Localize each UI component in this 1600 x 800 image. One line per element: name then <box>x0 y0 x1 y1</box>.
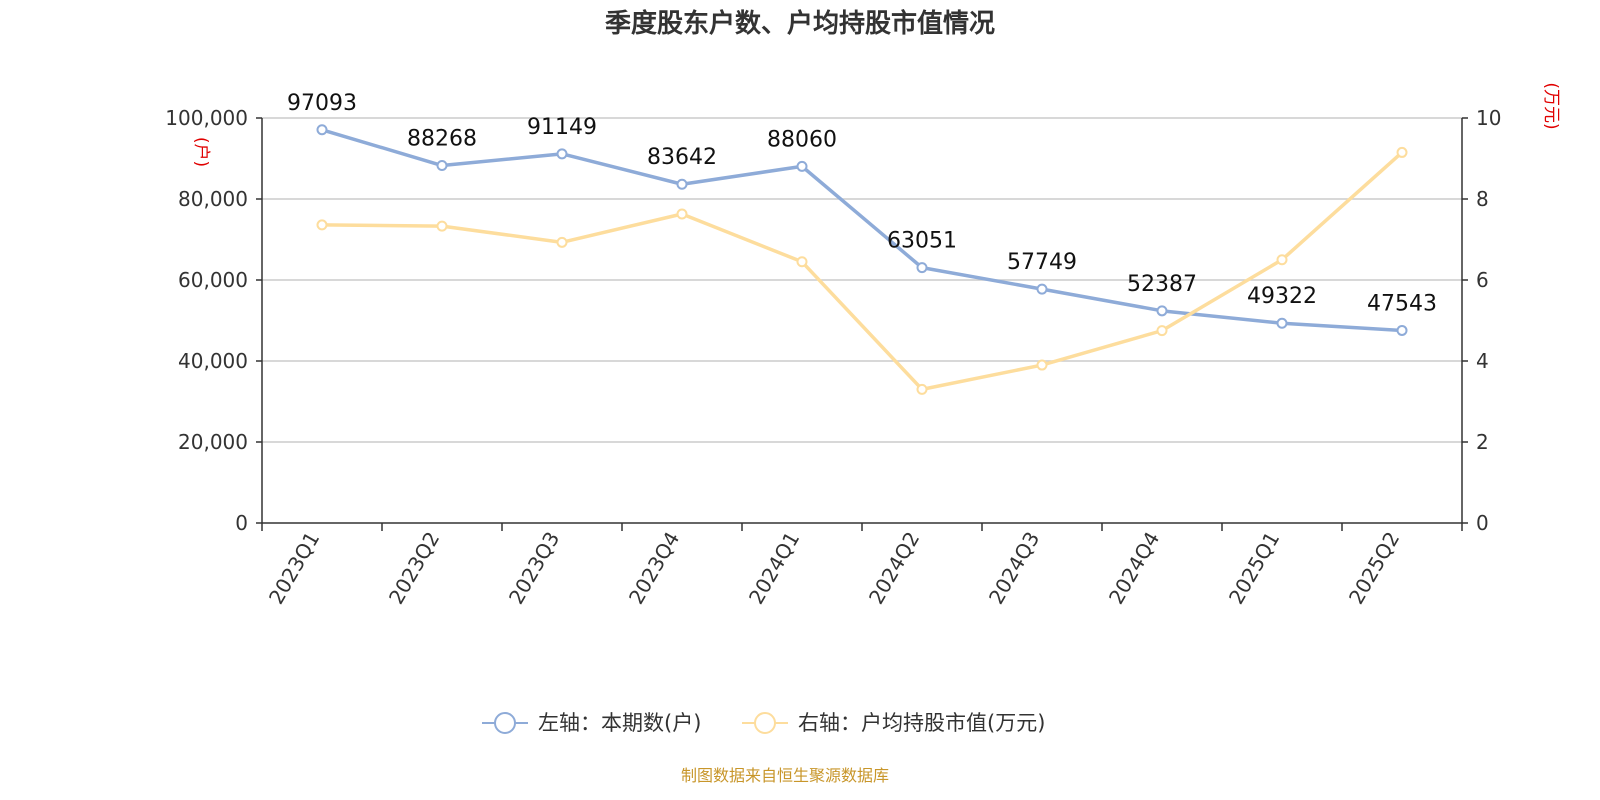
right-axis-unit: (万元) <box>1541 82 1561 129</box>
x-axis-tick-label: 2025Q2 <box>1344 528 1404 609</box>
data-point-avg-value <box>556 236 568 248</box>
data-label-households: 49322 <box>1247 284 1317 309</box>
left-axis-tick-label: 100,000 <box>165 106 248 130</box>
data-point-households <box>1396 324 1408 336</box>
right-axis-tick-label: 8 <box>1476 187 1489 211</box>
x-axis-tick-label: 2023Q2 <box>384 528 444 609</box>
x-axis-tick-label: 2023Q3 <box>504 528 564 609</box>
series-line-avg-value <box>321 151 1404 392</box>
data-label-households: 63051 <box>887 229 957 254</box>
data-label-households: 83642 <box>647 145 717 170</box>
data-point-avg-value <box>1036 359 1048 371</box>
data-label-households: 47543 <box>1367 291 1437 316</box>
legend: 左轴：本期数(户) 右轴：户均持股市值(万元) <box>482 711 1045 735</box>
left-axis-tick-label: 80,000 <box>178 187 248 211</box>
data-point-avg-value <box>436 220 448 232</box>
left-axis-tick-label: 40,000 <box>178 349 248 373</box>
data-point-households <box>796 160 808 172</box>
x-axis-tick-label: 2024Q4 <box>1104 528 1164 609</box>
data-point-avg-value <box>796 256 808 268</box>
legend-marker-households <box>494 712 516 734</box>
data-point-avg-value <box>676 208 688 220</box>
data-point-households <box>1276 317 1288 329</box>
data-point-avg-value <box>916 383 928 395</box>
source-note: 制图数据来自恒生聚源数据库 <box>681 766 889 785</box>
data-point-avg-value <box>1276 254 1288 266</box>
data-point-avg-value <box>1156 325 1168 337</box>
x-axis-tick-label: 2023Q1 <box>264 528 324 609</box>
left-axis-tick-label: 20,000 <box>178 430 248 454</box>
data-label-households: 88268 <box>407 127 477 152</box>
data-point-households <box>316 124 328 136</box>
legend-marker-avg-value <box>754 712 776 734</box>
data-point-households <box>556 148 568 160</box>
series-line-households <box>321 128 1403 333</box>
data-point-households <box>1036 283 1048 295</box>
left-axis-tick-label: 0 <box>235 511 248 535</box>
data-labels: 97093 88268 91149 83642 88060 63051 57749 52387… <box>287 91 1437 317</box>
x-axis-tick-label: 2024Q2 <box>864 528 924 609</box>
right-axis-tick-label: 2 <box>1476 430 1489 454</box>
data-point-households <box>916 262 928 274</box>
data-point-avg-value <box>316 219 328 231</box>
data-label-households: 88060 <box>767 127 837 152</box>
x-axis-tick-label: 2023Q4 <box>624 528 684 609</box>
data-label-households: 52387 <box>1127 272 1197 297</box>
right-axis-tick-label: 4 <box>1476 349 1489 373</box>
x-axis-tick-label: 2024Q3 <box>984 528 1044 609</box>
x-axis-tick-label: 2024Q1 <box>744 528 804 609</box>
grid-lines <box>262 117 1462 443</box>
right-axis-tick-label: 0 <box>1476 511 1489 535</box>
data-point-households <box>676 178 688 190</box>
data-label-households: 97093 <box>287 91 357 116</box>
series-group <box>316 124 1408 395</box>
right-axis-tick-label: 10 <box>1476 106 1501 130</box>
data-label-households: 57749 <box>1007 250 1077 275</box>
data-point-avg-value <box>1396 146 1408 158</box>
data-point-households <box>1156 305 1168 317</box>
axes: 0 0 20,000 2 40,000 4 60,000 6 80,000 8 100,000 10 2… <box>165 106 1501 608</box>
data-label-households: 91149 <box>527 115 597 140</box>
x-axis-tick-label: 2025Q1 <box>1224 528 1284 609</box>
legend-label-avg-value: 右轴：户均持股市值(万元) <box>798 711 1045 735</box>
left-axis-unit: (户) <box>191 137 211 167</box>
chart-title: 季度股东户数、户均持股市值情况 <box>605 8 995 39</box>
legend-label-households: 左轴：本期数(户) <box>538 711 701 735</box>
data-point-households <box>436 160 448 172</box>
right-axis-tick-label: 6 <box>1476 268 1489 292</box>
left-axis-tick-label: 60,000 <box>178 268 248 292</box>
